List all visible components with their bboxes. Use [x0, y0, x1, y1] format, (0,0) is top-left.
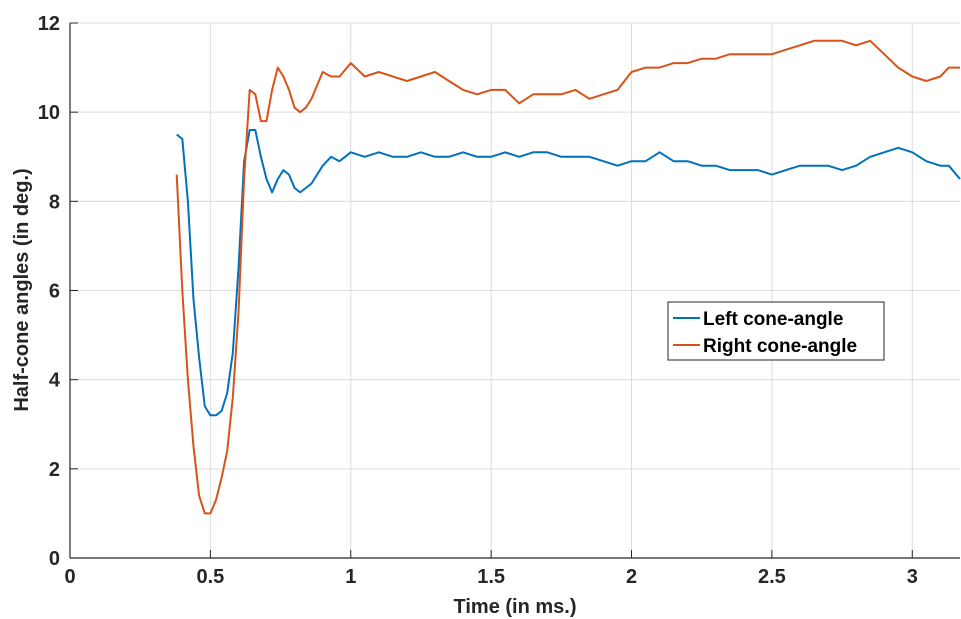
y-axis-label: Half-cone angles (in deg.) [11, 168, 33, 411]
x-tick-label: 3 [907, 566, 918, 588]
legend: Left cone-angle Right cone-angle [667, 301, 885, 361]
x-tick-label: 1 [345, 566, 356, 588]
legend-label-left-cone-angle: Left cone-angle [703, 309, 843, 330]
grid-lines [70, 22, 960, 558]
x-tick-label: 0.5 [196, 566, 224, 588]
axes [69, 22, 960, 559]
data-series [175, 39, 961, 515]
y-tick-label: 6 [49, 281, 60, 303]
x-tick-label: 1.5 [477, 566, 505, 588]
y-tick-label: 10 [38, 102, 60, 124]
y-tick-label: 8 [49, 191, 60, 213]
y-tick-label: 4 [49, 370, 61, 392]
y-tick-label: 2 [49, 459, 60, 481]
tick-labels: 0 0.5 1 1.5 2 2.5 3 0 2 4 6 8 10 12 [38, 13, 918, 588]
x-tick-label: 2 [626, 566, 637, 588]
legend-label-right-cone-angle: Right cone-angle [703, 336, 857, 357]
x-tick-label: 2.5 [758, 566, 786, 588]
y-tick-label: 12 [38, 13, 60, 35]
x-axis-label: Time (in ms.) [454, 596, 577, 618]
x-tick-label: 0 [64, 566, 75, 588]
legend-box [667, 301, 885, 361]
y-tick-label: 0 [49, 548, 60, 570]
series-line-right-cone-angle [175, 39, 960, 515]
